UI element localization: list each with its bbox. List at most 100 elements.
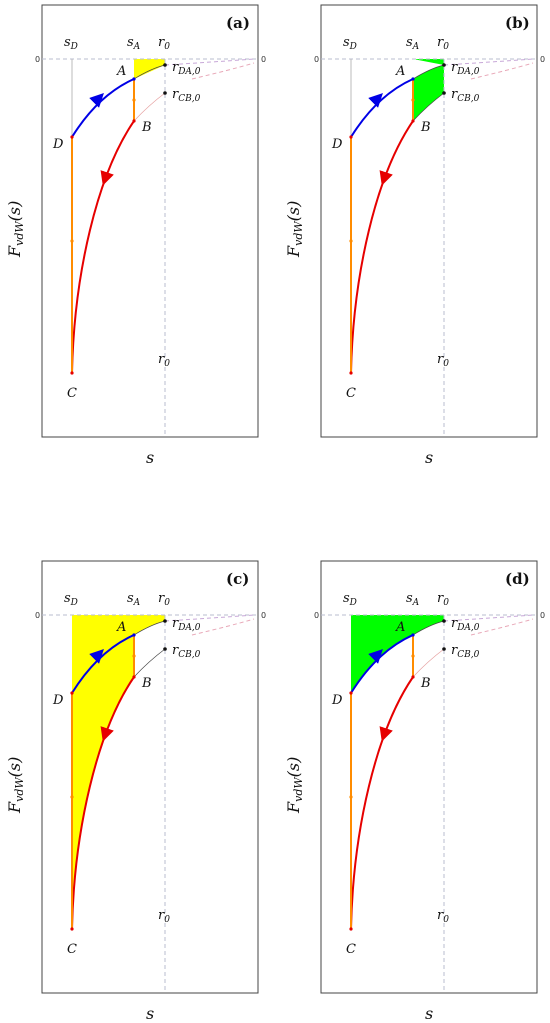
point-C-marker [349, 371, 353, 375]
x-axis-label: s [146, 448, 154, 467]
panel-frame [41, 560, 259, 994]
dashed-reference-curve-upper [164, 58, 255, 66]
point-B-label: B [141, 120, 152, 135]
red-branch-BC [71, 120, 135, 374]
x-axis-label: s [425, 1004, 433, 1023]
r0-top-label: r0 [158, 591, 170, 608]
red-branch-arrow [100, 170, 114, 186]
point-D-label: D [52, 693, 64, 708]
thin-curve-B-r0 [133, 648, 166, 678]
panel-tag: (a) [226, 14, 250, 32]
point-B-label: B [420, 120, 431, 135]
rCB-label: rCB,0 [451, 643, 480, 660]
blue-branch-DA [350, 78, 414, 138]
panel-tag: (c) [226, 570, 249, 588]
panel-c: 0 0 sD sA r0 r0 rDA,0 rCB,0 A B C D (c) … [5, 560, 266, 1023]
point-C-marker [70, 927, 74, 931]
left-zero-tick: 0 [35, 55, 40, 64]
blue-branch-arrow [368, 649, 383, 664]
y-axis-label: FvdW(s) [284, 757, 305, 814]
blue-branch-arrow [89, 93, 104, 108]
orange-arrow-dot [132, 654, 136, 658]
rDA-marker [442, 63, 446, 67]
thin-curve-B-r0 [412, 92, 445, 122]
rCB-marker [442, 647, 446, 651]
blue-branch-DA [71, 78, 135, 138]
dashed-reference-curve-upper [443, 614, 534, 622]
point-C-label: C [346, 386, 356, 401]
point-C-marker [70, 371, 74, 375]
rDA-label: rDA,0 [451, 60, 480, 77]
orange-arrow-dot [411, 98, 415, 102]
panel-tag: (b) [505, 14, 530, 32]
point-B-marker [132, 119, 136, 123]
thin-curve-A-r0 [412, 620, 445, 636]
point-D-marker [349, 135, 353, 139]
point-C-marker [349, 927, 353, 931]
point-C-label: C [67, 942, 77, 957]
point-A-marker [411, 633, 415, 637]
red-branch-BC [71, 676, 135, 930]
rCB-label: rCB,0 [172, 643, 201, 660]
orange-arrow-dot [132, 98, 136, 102]
point-D-label: D [52, 137, 64, 152]
r0-top-label: r0 [437, 35, 449, 52]
rDA-marker [163, 63, 167, 67]
thin-curve-A-r0 [412, 64, 445, 80]
sA-label: sA [406, 35, 420, 52]
right-zero-tick: 0 [261, 611, 266, 620]
red-branch-arrow [100, 726, 114, 742]
rCB-marker [163, 91, 167, 95]
r0-middle-label: r0 [158, 352, 170, 369]
work-shaded-region [351, 615, 444, 693]
point-B-marker [411, 119, 415, 123]
y-axis-label: FvdW(s) [5, 757, 26, 814]
rDA-label: rDA,0 [172, 60, 201, 77]
sD-label: sD [343, 591, 357, 608]
point-B-marker [411, 675, 415, 679]
red-branch-arrow [379, 726, 393, 742]
dashed-reference-curve-upper [443, 58, 534, 66]
red-branch-BC [350, 676, 414, 930]
point-D-marker [349, 691, 353, 695]
orange-arrow-dot [70, 795, 74, 799]
r0-middle-label: r0 [158, 908, 170, 925]
orange-arrow-dot [70, 239, 74, 243]
right-zero-tick: 0 [540, 611, 545, 620]
point-D-marker [70, 135, 74, 139]
dashed-reference-curve-lower [191, 618, 255, 636]
x-axis-label: s [146, 1004, 154, 1023]
blue-branch-arrow [368, 93, 383, 108]
sD-label: sD [64, 35, 78, 52]
rCB-marker [442, 91, 446, 95]
work-shaded-region [413, 59, 444, 121]
y-axis-label: FvdW(s) [5, 201, 26, 258]
r0-middle-label: r0 [437, 352, 449, 369]
rCB-label: rCB,0 [172, 87, 201, 104]
sD-label: sD [64, 591, 78, 608]
panel-a: 0 0 sD sA r0 r0 rDA,0 rCB,0 A B C D (a) … [5, 4, 266, 467]
sD-label: sD [343, 35, 357, 52]
rDA-label: rDA,0 [451, 616, 480, 633]
thin-curve-A-r0 [133, 64, 166, 80]
point-A-marker [132, 77, 136, 81]
red-branch-arrow [379, 170, 393, 186]
work-shaded-region [134, 59, 165, 79]
point-A-label: A [395, 620, 405, 635]
panel-frame [320, 4, 538, 438]
point-D-label: D [331, 693, 343, 708]
x-axis-label: s [425, 448, 433, 467]
orange-arrow-dot [349, 795, 353, 799]
left-zero-tick: 0 [314, 611, 319, 620]
rDA-marker [163, 619, 167, 623]
dashed-reference-curve-upper [164, 614, 255, 622]
panel-frame [41, 4, 259, 438]
point-C-label: C [67, 386, 77, 401]
point-A-marker [411, 77, 415, 81]
point-A-label: A [116, 620, 126, 635]
left-zero-tick: 0 [314, 55, 319, 64]
dashed-reference-curve-lower [191, 62, 255, 80]
rDA-label: rDA,0 [172, 616, 201, 633]
orange-arrow-dot [349, 239, 353, 243]
point-B-label: B [141, 676, 152, 691]
